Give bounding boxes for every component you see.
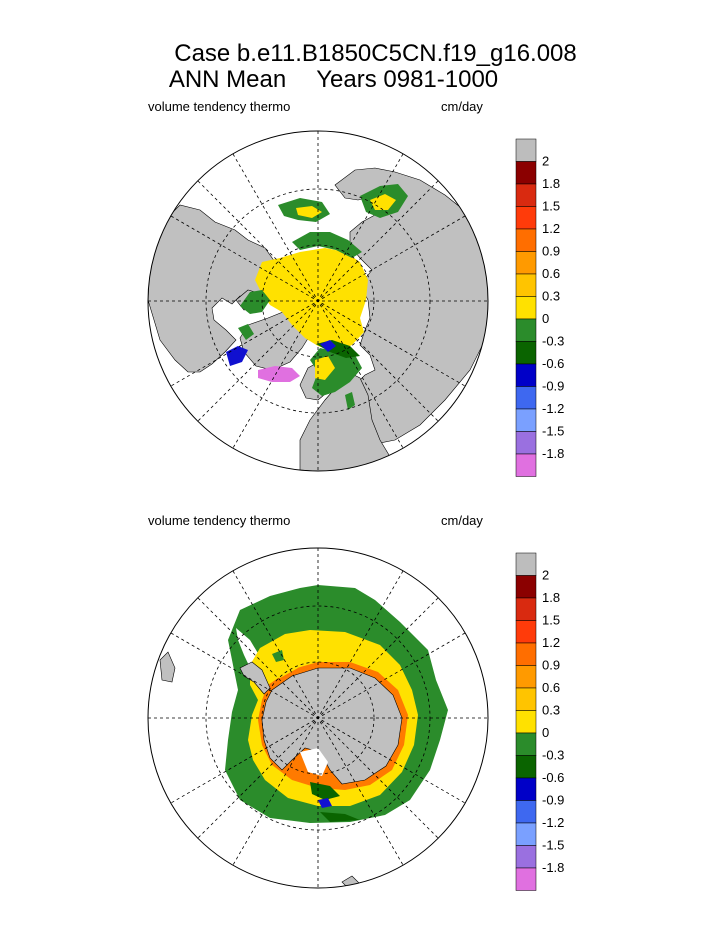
north-colorbar-label: -1.2 [542,401,564,416]
north-colorbar-swatch [515,408,537,432]
north-colorbar-swatch [515,206,537,230]
south-colorbar-swatch [515,552,537,576]
south-colorbar-label: -0.9 [542,793,564,808]
north-ice-green-hudson [238,324,254,340]
north-ice-green-baltic [345,392,355,410]
south-colorbar-label: 0.3 [542,703,560,718]
north-colorbar-label: -1.8 [542,446,564,461]
south-colorbar-label: 1.8 [542,590,560,605]
north-colorbar-label: -0.9 [542,379,564,394]
north-colorbar-label: 2 [542,154,549,169]
south-colorbar-label: -0.6 [542,770,564,785]
south-colorbar-swatch [515,755,537,779]
north-colorbar-swatch [515,228,537,252]
south-panel-title: volume tendency thermo [148,513,291,528]
north-colorbar-label: 1.8 [542,176,560,191]
north-colorbar-swatch [515,431,537,455]
south-colorbar-swatch [515,665,537,689]
north-graticule [148,131,488,471]
south-ross-shelf [300,748,328,776]
south-graticule [148,548,488,888]
south-land-peninsula [239,661,271,695]
north-colorbar-label: 0 [542,311,549,326]
north-colorbar-label: 0.6 [542,266,560,281]
north-colorbar-swatch [515,161,537,185]
north-colorbar-label: -0.6 [542,356,564,371]
south-colorbar-label: -1.8 [542,860,564,875]
north-panel-title: volume tendency thermo [148,99,291,114]
north-ice-violet [258,366,300,382]
south-ice-blue [318,798,332,808]
south-polar-map [147,547,489,889]
south-colorbar-label: 0 [542,725,549,740]
south-colorbar-label: 2 [542,568,549,583]
north-polar-map [147,130,489,472]
north-ice-yellow [255,248,368,352]
case-title: Case b.e11.B1850C5CN.f19_g16.008 [174,40,577,67]
north-colorbar-swatch [515,273,537,297]
south-colorbar-swatch [515,777,537,801]
south-colorbar-swatch [515,620,537,644]
north-colorbar-swatch [515,386,537,410]
south-colorbar-label: -1.5 [542,838,564,853]
south-land-antarctica [261,667,403,785]
south-colorbar-swatch [515,687,537,711]
north-colorbar-label: -1.5 [542,424,564,439]
north-land-north-america [148,204,276,373]
north-ice-yellow-barents [315,356,335,380]
south-map-border [147,547,489,889]
south-colorbar: 2 1.8 1.5 1.2 0.9 0.6 0.3 0 -0.3 -0.6 -0.9 -1.2 -1.5… [515,552,564,891]
north-colorbar-swatch [515,341,537,365]
south-colorbar-swatch [515,642,537,666]
north-colorbar-swatch [515,251,537,275]
north-ice-blue-greenland [320,340,336,352]
south-colorbar-swatch [515,597,537,621]
years-label: Years 0981-1000 [316,66,499,93]
south-colorbar-swatch [515,867,537,891]
north-colorbar-swatch [515,296,537,320]
south-ice-green-patch [272,650,284,662]
south-panel-units: cm/day [441,513,483,528]
north-map-border [147,130,489,472]
north-ice-yellow-laptev [370,194,396,210]
north-panel-units: cm/day [441,99,483,114]
north-colorbar-swatch [515,318,537,342]
period-label: ANN Mean [168,66,287,93]
south-colorbar-label: 1.2 [542,635,560,650]
south-colorbar-swatch [515,732,537,756]
south-colorbar-swatch [515,845,537,869]
south-land-south-america [159,651,176,683]
north-colorbar-label: 0.3 [542,289,560,304]
north-colorbar-label: 0.9 [542,244,560,259]
north-colorbar-label: 1.5 [542,199,560,214]
south-colorbar-swatch [515,575,537,599]
south-colorbar-label: 0.6 [542,680,560,695]
north-colorbar-swatch [515,138,537,162]
period-title: ANN Mean Years 0981-1000 [0,66,695,94]
north-colorbar: 2 1.8 1.5 1.2 0.9 0.6 0.3 0 -0.3 -0.6 -0.9 -1.2 -1.5… [515,138,564,477]
south-colorbar-label: -1.2 [542,815,564,830]
south-colorbar-label: 0.9 [542,658,560,673]
south-colorbar-swatch [515,800,537,824]
north-colorbar-swatch [515,183,537,207]
south-colorbar-label: 1.5 [542,613,560,628]
north-colorbar-label: -0.3 [542,334,564,349]
north-colorbar-label: 1.2 [542,221,560,236]
north-colorbar-swatch [515,453,537,477]
north-ice-blue-labrador [226,346,248,366]
south-colorbar-label: -0.3 [542,748,564,763]
south-ice-darkgreen [310,782,360,822]
south-colorbar-swatch [515,822,537,846]
south-colorbar-swatch [515,710,537,734]
north-ice-yellow-siberia [296,206,322,218]
north-colorbar-swatch [515,363,537,387]
